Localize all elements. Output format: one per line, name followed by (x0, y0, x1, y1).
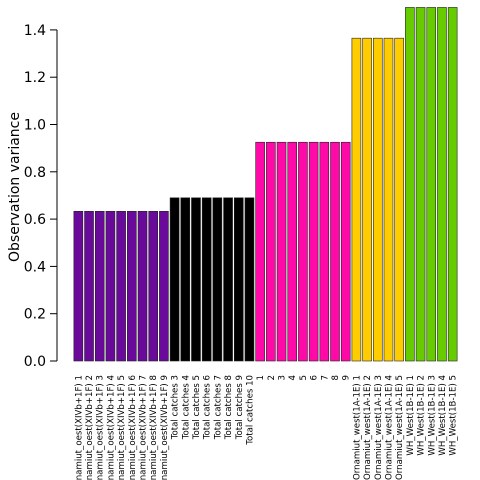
y-axis-title: Observation variance (7, 112, 23, 262)
bar (191, 197, 201, 362)
bars-layer (73, 7, 458, 362)
bar (298, 141, 308, 362)
bar (426, 7, 437, 362)
x-tick-label: Ornamiut_oest(XIVb+1F) 4 (106, 375, 116, 480)
bar (127, 211, 137, 362)
bar (383, 37, 394, 362)
bar (105, 211, 116, 362)
bar (266, 141, 276, 362)
bar (287, 141, 298, 362)
bar (94, 211, 105, 362)
x-tick-label: Total catches 9 (235, 375, 245, 440)
bar (362, 37, 372, 362)
x-tick-label: WH_West(1B-1E) 1 (406, 375, 416, 456)
x-tick-label: WH_West(1B-1E) 3 (427, 375, 437, 456)
bar (415, 7, 426, 362)
bar (244, 197, 255, 362)
y-tick-label: 1.2 (24, 70, 46, 86)
x-tick-label: WH_West(1B-1E) 4 (438, 375, 448, 456)
bar (159, 211, 169, 362)
bar (223, 197, 233, 362)
x-tick-label: Ornamiut_oest(XIVb+1F) 8 (149, 375, 159, 480)
x-tick-label: 4 (288, 375, 298, 380)
bar (372, 37, 383, 362)
y-tick-label: 0.8 (24, 165, 46, 181)
bar (340, 141, 351, 362)
x-tick-label: 6 (310, 375, 320, 380)
x-tick-label: 7 (320, 375, 330, 380)
x-tick-label: Total catches 10 (245, 375, 255, 446)
bar (137, 211, 148, 362)
x-tick-label: 3 (278, 375, 288, 380)
x-tick-label: Ornamiut_west(1A-1E) 1 (352, 375, 362, 480)
bar (394, 37, 404, 362)
x-tick-labels: Ornamiut_oest(XIVb+1F) 1 Ornamiut_oest(XI… (74, 375, 458, 480)
bar (148, 211, 159, 362)
bar (276, 141, 287, 362)
bar (84, 211, 94, 362)
y-tick-label: 0.6 (24, 212, 46, 228)
x-tick-label: Ornamiut_west(1A-1E) 3 (374, 375, 384, 480)
bar (255, 141, 265, 362)
x-tick-label: Ornamiut_oest(XIVb+1F) 5 (117, 375, 127, 480)
bar (233, 197, 244, 362)
y-tick-label: 0.2 (24, 307, 46, 323)
y-tick-label: 0.0 (24, 354, 46, 370)
bar (116, 211, 126, 362)
x-tick-label: WH_West(1B-1E) 5 (449, 375, 459, 456)
x-tick-label: Ornamiut_west(1A-1E) 5 (395, 375, 405, 480)
x-tick-label: 1 (256, 375, 266, 380)
x-tick-label: Ornamiut_oest(XIVb+1F) 3 (96, 375, 106, 480)
x-tick-label: 8 (331, 375, 341, 380)
bar (73, 211, 84, 362)
y-axis: 0.0 0.2 0.4 0.6 0.8 1.0 1.2 1.4 (24, 23, 58, 370)
x-tick-label: Total catches 8 (224, 375, 234, 440)
x-tick-label: Total catches 3 (171, 375, 181, 440)
bar (351, 37, 362, 362)
y-tick-label: 1.0 (24, 118, 46, 134)
bar (201, 197, 212, 362)
bar (330, 141, 340, 362)
x-tick-label: Ornamiut_west(1A-1E) 4 (384, 375, 394, 480)
bar (319, 141, 330, 362)
x-tick-label: Total catches 4 (181, 375, 191, 440)
x-tick-label: Ornamiut_oest(XIVb+1F) 2 (85, 375, 95, 480)
x-tick-label: Ornamiut_oest(XIVb+1F) 1 (74, 375, 84, 480)
x-tick-label: 2 (267, 375, 277, 380)
x-tick-label: Total catches 5 (192, 375, 202, 440)
x-tick-label: 9 (342, 375, 352, 380)
bar (405, 7, 415, 362)
x-tick-label: Ornamiut_oest(XIVb+1F) 7 (139, 375, 149, 480)
bar (212, 197, 223, 362)
x-tick-label: Ornamiut_west(1A-1E) 2 (363, 375, 373, 480)
x-tick-label: WH_West(1B-1E) 2 (417, 375, 427, 456)
y-tick-label: 0.4 (24, 259, 46, 275)
x-tick-label: Total catches 7 (213, 375, 223, 440)
bar (308, 141, 319, 362)
x-tick-label: 5 (299, 375, 309, 380)
bar (169, 197, 180, 362)
x-tick-label: Ornamiut_oest(XIVb+1F) 6 (128, 375, 138, 480)
bar (447, 7, 458, 362)
bar (437, 7, 447, 362)
y-tick-label: 1.4 (24, 23, 46, 39)
bar (180, 197, 191, 362)
x-tick-label: Total catches 6 (203, 375, 213, 440)
x-tick-label: Ornamiut_oest(XIVb+1F) 9 (160, 375, 170, 480)
